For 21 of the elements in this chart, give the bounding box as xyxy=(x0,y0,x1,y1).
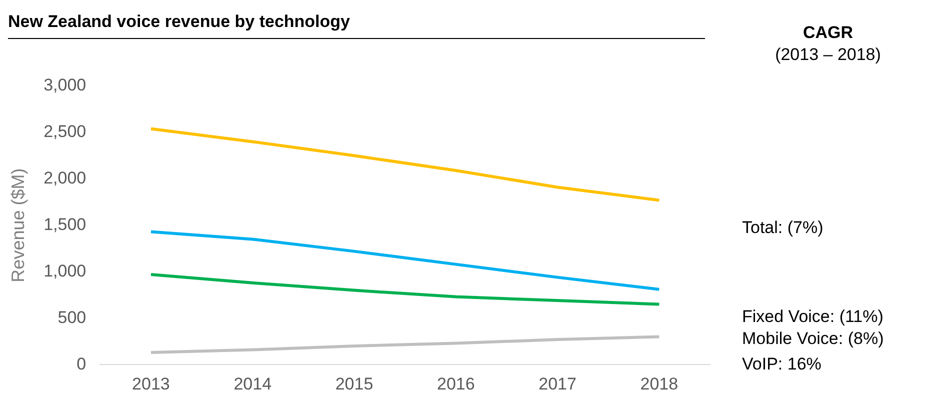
x-tick-label: 2014 xyxy=(234,374,272,394)
text: Fixed Voice: (11%) xyxy=(742,307,884,326)
x-tick-label: 2017 xyxy=(538,374,576,394)
x-tick-label: 2018 xyxy=(640,374,678,394)
text: VoIP: 16% xyxy=(742,354,822,374)
y-tick-label: 1,000 xyxy=(44,261,86,280)
y-tick-label: 2,000 xyxy=(44,168,86,188)
x-tick-label: 2016 xyxy=(436,374,475,394)
text: (2013 – 2018) xyxy=(774,44,882,66)
text: Mobile Voice: (8%) xyxy=(742,329,884,348)
x-tick-label: 2013 xyxy=(132,374,170,394)
text: Total: (7%) xyxy=(742,218,824,237)
y-axis-title: Revenue ($M) xyxy=(8,168,28,282)
y-tick-label: 0 xyxy=(76,354,86,374)
y-tick-label: 3,000 xyxy=(44,76,86,95)
x-tick-label: 2015 xyxy=(335,374,374,394)
y-tick-label: 500 xyxy=(58,308,86,327)
chart-title: New Zealand voice revenue by technology xyxy=(8,12,705,39)
legend-title: CAGR xyxy=(802,22,854,44)
y-tick-label: 2,500 xyxy=(44,122,86,142)
y-tick-label: 1,500 xyxy=(44,214,86,234)
